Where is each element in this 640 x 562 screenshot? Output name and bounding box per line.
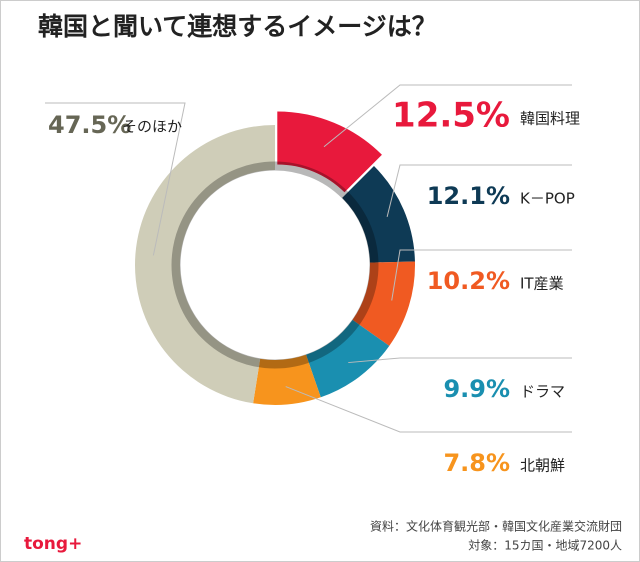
value-label: 47.5% bbox=[48, 111, 131, 139]
value-label: 12.1% bbox=[427, 182, 510, 210]
value-label: 7.8% bbox=[443, 449, 510, 477]
chart-title: 韓国と聞いて連想するイメージは？ bbox=[38, 12, 437, 41]
leader-line bbox=[285, 386, 572, 433]
donut-segment bbox=[306, 319, 390, 398]
category-label: そのほか bbox=[122, 118, 182, 136]
category-label: 韓国料理 bbox=[520, 110, 580, 128]
value-label: 12.5% bbox=[392, 96, 510, 136]
leader-line bbox=[348, 357, 572, 364]
donut-segment bbox=[277, 111, 382, 193]
leader-line bbox=[45, 102, 186, 256]
donut-segment bbox=[253, 354, 321, 406]
category-label: 北朝鮮 bbox=[520, 457, 565, 475]
donut-segment bbox=[342, 166, 415, 263]
value-label: 10.2% bbox=[427, 267, 510, 295]
donut-segment bbox=[135, 125, 275, 404]
leader-line bbox=[391, 249, 572, 301]
logo: tong+ bbox=[24, 534, 82, 554]
inner-shadow bbox=[171, 161, 379, 369]
source-line: 対象：15カ国・地域7200人 bbox=[468, 539, 622, 553]
category-label: ドラマ bbox=[520, 383, 565, 401]
category-label: IT産業 bbox=[520, 275, 564, 293]
leader-line bbox=[386, 164, 572, 218]
donut-segment bbox=[352, 261, 415, 346]
category-label: K－POP bbox=[520, 190, 575, 208]
source-line: 資料：文化体育観光部・韓国文化産業交流財団 bbox=[370, 519, 622, 534]
leader-line bbox=[323, 84, 572, 148]
value-label: 9.9% bbox=[443, 375, 510, 403]
